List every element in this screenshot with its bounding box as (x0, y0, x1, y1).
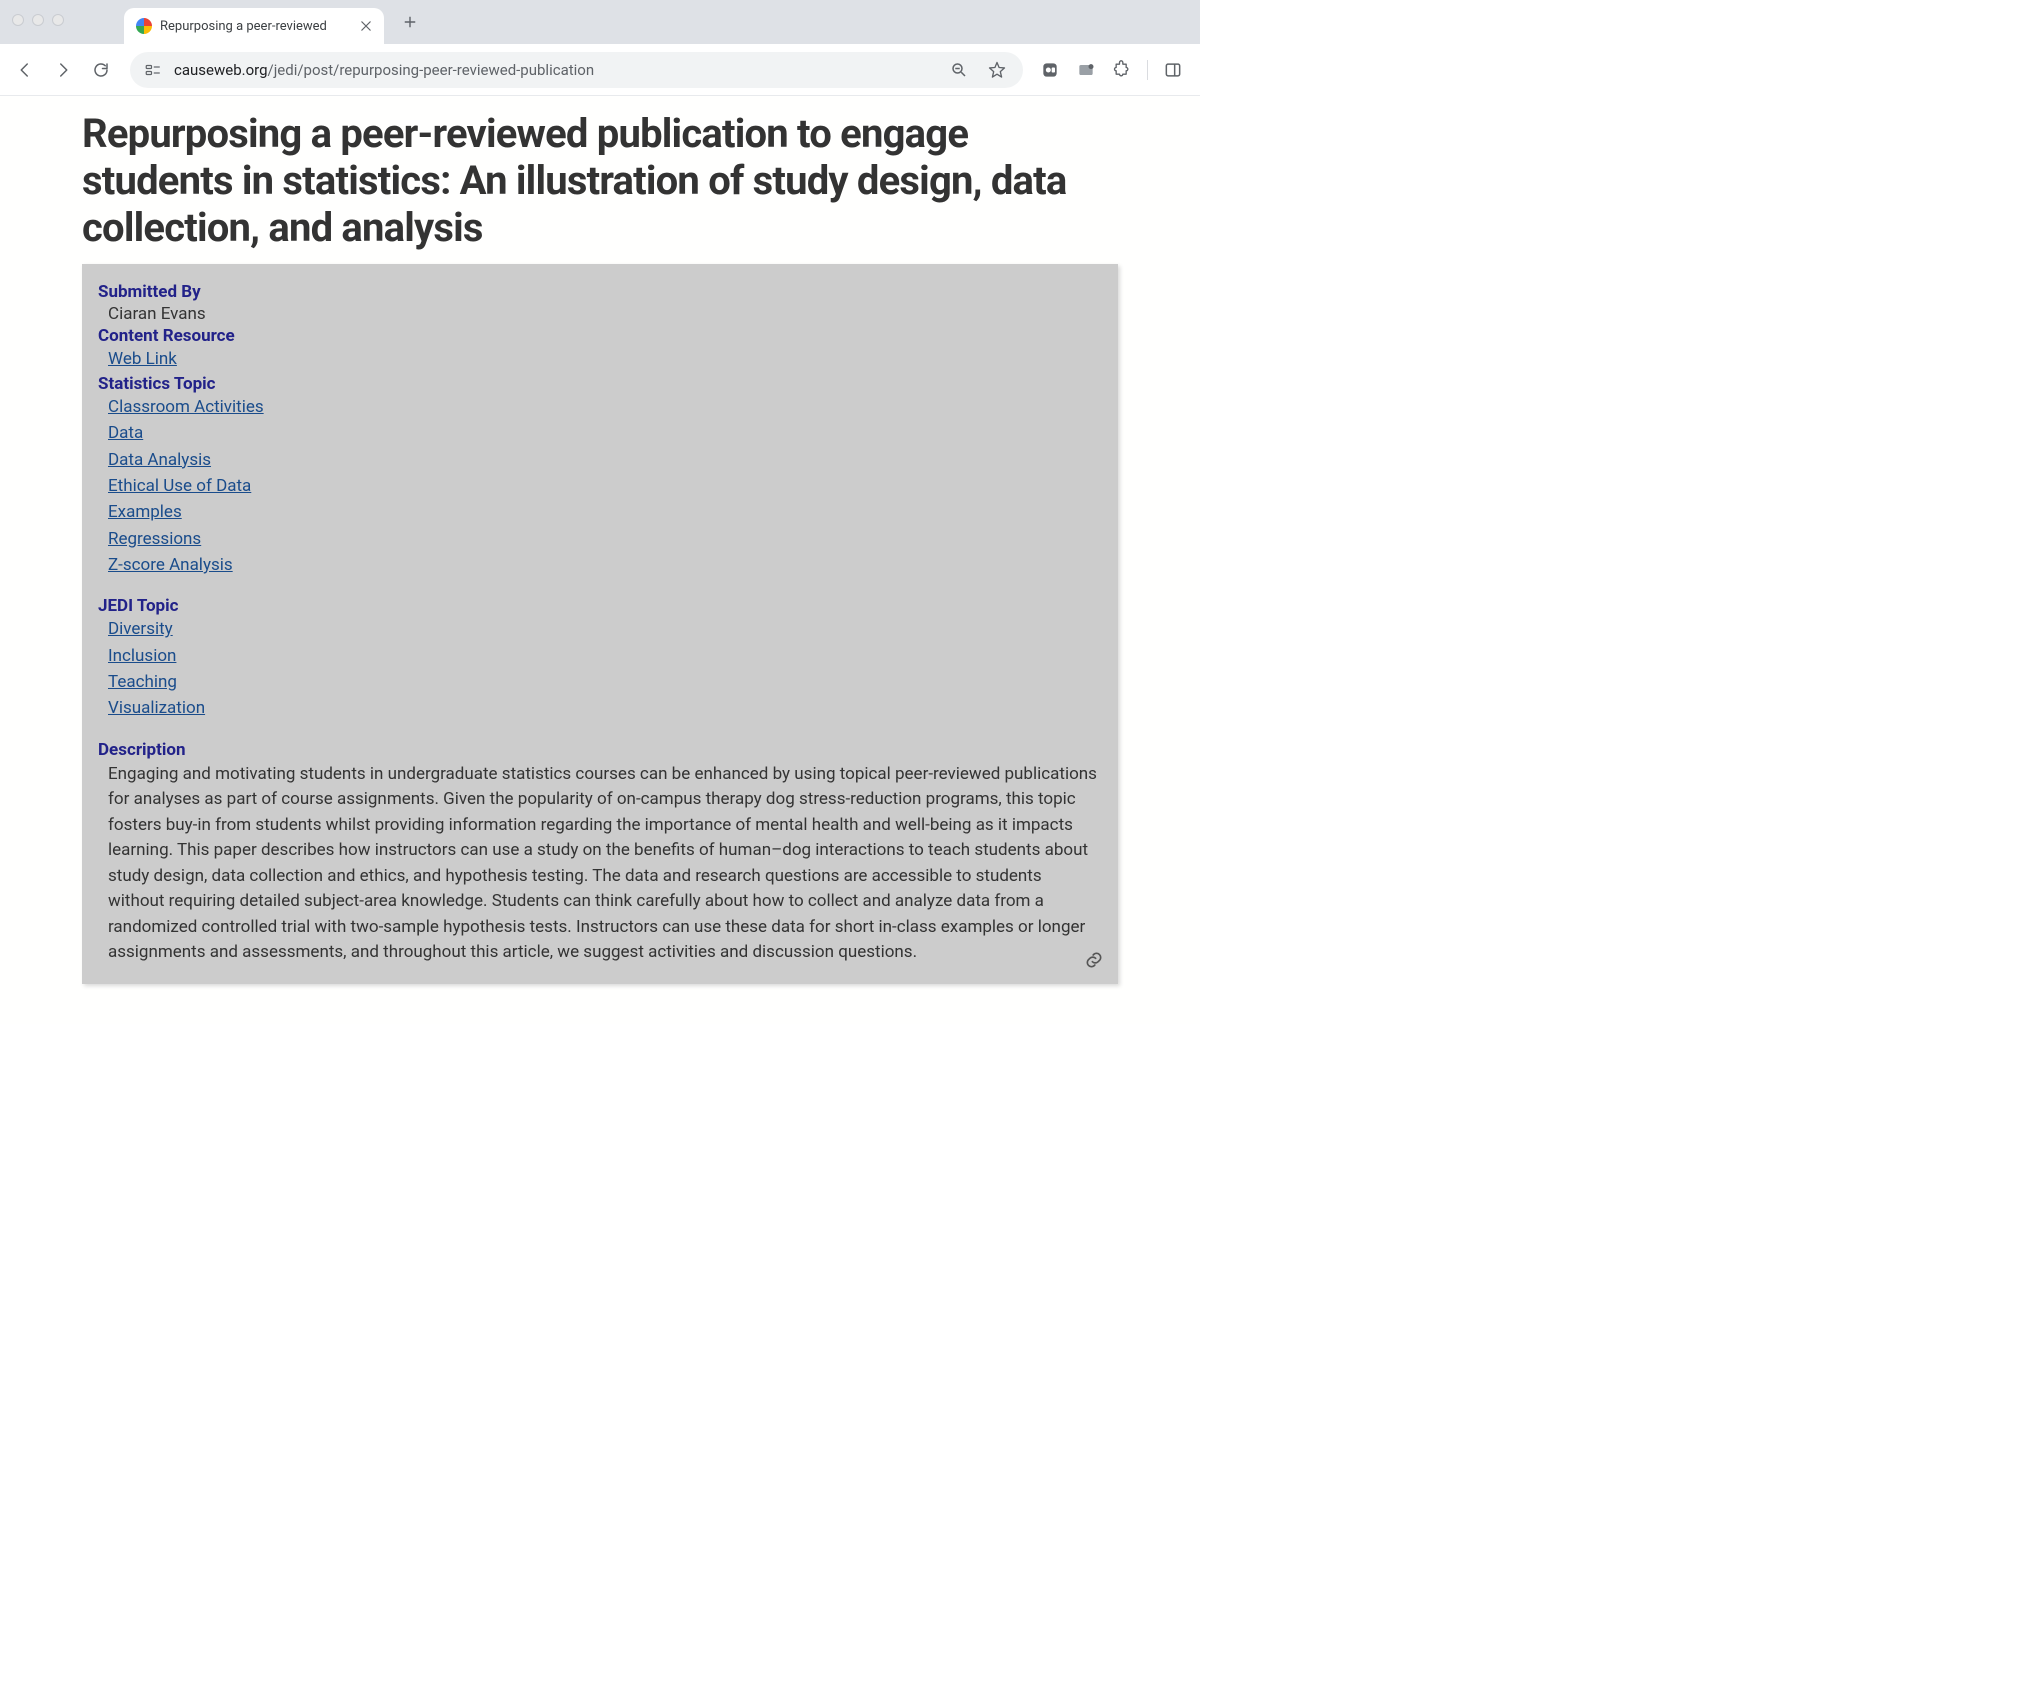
topic-link[interactable]: Examples (108, 499, 182, 525)
link-icon[interactable] (1084, 950, 1104, 974)
back-button[interactable] (8, 53, 42, 87)
close-icon[interactable] (358, 18, 374, 34)
statistics-topic-links: Classroom ActivitiesDataData AnalysisEth… (98, 394, 1102, 578)
jedi-topic-links: DiversityInclusionTeachingVisualization (98, 616, 1102, 721)
jedi-topic-label: JEDI Topic (98, 596, 1102, 616)
content-resource-links: Web Link (98, 346, 1102, 372)
topic-link[interactable]: Visualization (108, 695, 205, 721)
forward-button[interactable] (46, 53, 80, 87)
reload-button[interactable] (84, 53, 118, 87)
topic-link[interactable]: Ethical Use of Data (108, 473, 251, 499)
page-title: Repurposing a peer-reviewed publication … (82, 110, 1118, 252)
description-text: Engaging and motivating students in unde… (98, 762, 1102, 966)
address-bar[interactable]: causeweb.org/jedi/post/repurposing-peer-… (130, 52, 1023, 88)
topic-link[interactable]: Diversity (108, 616, 173, 642)
topic-link[interactable]: Regressions (108, 526, 201, 552)
tab-strip: Repurposing a peer-reviewed (0, 0, 1200, 44)
window-controls (12, 14, 64, 26)
topic-link[interactable]: Data Analysis (108, 447, 211, 473)
tab-title: Repurposing a peer-reviewed (160, 19, 350, 34)
toolbar-right (1035, 55, 1192, 85)
metadata-box: Submitted By Ciaran Evans Content Resour… (82, 264, 1118, 984)
tab-favicon (136, 18, 152, 34)
url-domain: causeweb.org (174, 61, 268, 79)
toolbar-divider (1147, 60, 1148, 80)
topic-link[interactable]: Data (108, 420, 143, 446)
statistics-topic-label: Statistics Topic (98, 374, 1102, 394)
content-resource-label: Content Resource (98, 326, 1102, 346)
submitted-by-value: Ciaran Evans (98, 304, 1102, 324)
url-path: /jedi/post/repurposing-peer-reviewed-pub… (268, 61, 595, 79)
topic-link[interactable]: Classroom Activities (108, 394, 264, 420)
site-info-icon[interactable] (142, 60, 164, 80)
extension-icon-1[interactable] (1035, 55, 1065, 85)
side-panel-icon[interactable] (1158, 55, 1188, 85)
topic-link[interactable]: Z-score Analysis (108, 552, 233, 578)
submitted-by-label: Submitted By (98, 282, 1102, 302)
window-minimize-dot[interactable] (32, 14, 44, 26)
topic-link[interactable]: Teaching (108, 669, 177, 695)
new-tab-button[interactable] (396, 8, 424, 36)
bookmark-star-icon[interactable] (983, 56, 1011, 84)
browser-tab[interactable]: Repurposing a peer-reviewed (124, 8, 384, 44)
extension-icon-2[interactable] (1071, 55, 1101, 85)
window-close-dot[interactable] (12, 14, 24, 26)
topic-link[interactable]: Web Link (108, 346, 177, 372)
zoom-icon[interactable] (945, 56, 973, 84)
description-label: Description (98, 740, 1102, 760)
page-content: Repurposing a peer-reviewed publication … (0, 96, 1200, 1024)
window-zoom-dot[interactable] (52, 14, 64, 26)
extensions-puzzle-icon[interactable] (1107, 55, 1137, 85)
browser-toolbar: causeweb.org/jedi/post/repurposing-peer-… (0, 44, 1200, 96)
topic-link[interactable]: Inclusion (108, 643, 176, 669)
url-text: causeweb.org/jedi/post/repurposing-peer-… (174, 61, 935, 79)
